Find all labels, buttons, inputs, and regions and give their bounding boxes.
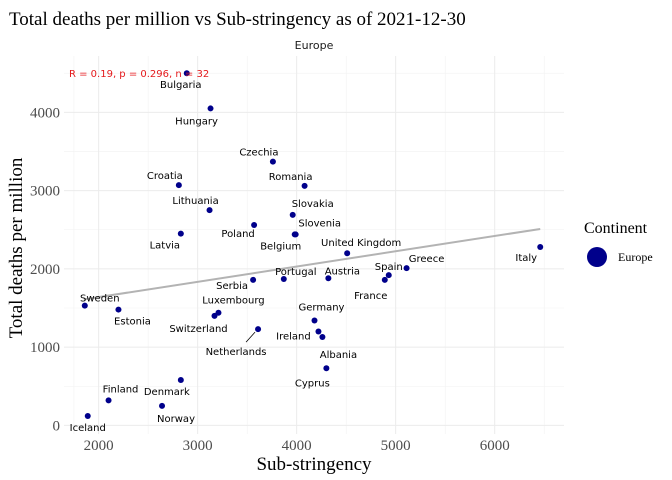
y-tick-label: 3000 xyxy=(30,184,60,200)
point-label: Slovakia xyxy=(292,199,334,210)
point-label: Poland xyxy=(221,229,254,240)
point-label: Romania xyxy=(269,172,313,183)
data-point xyxy=(319,333,326,340)
point-label: Finland xyxy=(103,384,139,395)
point-label: Estonia xyxy=(114,317,151,328)
data-point xyxy=(206,207,213,214)
y-tick-label: 1000 xyxy=(30,340,60,356)
point-labels-layer: Bulgaria Hungary Czechia Croatia Romania Lith… xyxy=(70,80,538,434)
stat-annotation: R = 0.19, p = 0.296, n = 32 xyxy=(69,69,209,80)
point-label: Ireland xyxy=(276,331,311,342)
point-label: Cyprus xyxy=(295,378,330,389)
data-point xyxy=(291,231,298,238)
facet-label: Europe xyxy=(295,39,334,52)
point-label: Denmark xyxy=(144,387,190,398)
point-label: Italy xyxy=(515,253,537,264)
data-point xyxy=(251,222,258,229)
point-label: Latvia xyxy=(150,241,180,252)
point-label: Lithuania xyxy=(172,196,218,207)
y-tick-label: 2000 xyxy=(30,262,60,278)
point-label: Greece xyxy=(409,254,445,265)
x-tick-label: 4000 xyxy=(282,438,312,454)
data-point xyxy=(381,276,388,283)
data-point xyxy=(84,413,91,419)
label-leader-line xyxy=(245,331,256,343)
point-label: Albania xyxy=(320,350,357,361)
x-axis-ticks: 2000 3000 4000 5000 6000 xyxy=(84,438,510,454)
data-point xyxy=(537,243,544,250)
data-point xyxy=(311,317,318,324)
data-point xyxy=(403,265,410,272)
point-label: Iceland xyxy=(70,423,106,434)
data-point xyxy=(385,272,392,279)
point-label: Hungary xyxy=(175,116,218,127)
y-tick-label: 4000 xyxy=(30,105,60,121)
x-tick-label: 5000 xyxy=(381,438,411,454)
legend-label-europe: Europe xyxy=(618,250,653,264)
data-point xyxy=(344,250,351,257)
chart-title: Total deaths per million vs Sub-stringen… xyxy=(9,9,466,30)
x-tick-label: 6000 xyxy=(480,438,510,454)
data-point xyxy=(159,402,166,409)
data-point xyxy=(183,70,190,77)
data-point xyxy=(81,302,88,309)
legend: Continent Europe xyxy=(584,220,653,267)
point-label: Sweden xyxy=(80,294,120,305)
data-point xyxy=(315,328,322,335)
data-point xyxy=(269,158,276,165)
grid xyxy=(64,56,564,434)
legend-key-europe xyxy=(587,247,607,267)
point-label: Bulgaria xyxy=(160,80,201,91)
point-label: France xyxy=(354,291,387,302)
data-point xyxy=(175,182,182,189)
data-point xyxy=(115,306,122,313)
point-label: Czechia xyxy=(239,148,278,159)
y-axis-ticks: 0 1000 2000 3000 4000 xyxy=(30,105,60,434)
data-point xyxy=(250,276,257,283)
y-axis-title: Total deaths per million xyxy=(6,157,27,338)
x-tick-label: 3000 xyxy=(183,438,213,454)
point-label: Netherlands xyxy=(206,347,267,358)
legend-title: Continent xyxy=(584,220,648,237)
data-point xyxy=(211,312,218,319)
points-layer xyxy=(81,70,544,419)
point-label: Luxembourg xyxy=(202,296,264,307)
data-point xyxy=(325,275,332,282)
x-axis-title: Sub-stringency xyxy=(256,454,372,475)
data-point xyxy=(177,377,184,383)
point-label: Serbia xyxy=(216,281,248,292)
data-point xyxy=(177,230,184,237)
data-point xyxy=(207,105,214,112)
point-label: Spain xyxy=(375,262,403,273)
point-label: Switzerland xyxy=(169,324,227,335)
point-label: United Kingdom xyxy=(321,238,401,249)
point-label: Austria xyxy=(325,266,360,277)
point-label: Norway xyxy=(157,414,195,425)
point-label: Germany xyxy=(299,303,345,314)
data-point xyxy=(255,326,262,333)
x-tick-label: 2000 xyxy=(84,438,114,454)
data-point xyxy=(105,397,112,404)
trend-line xyxy=(83,227,541,301)
data-point xyxy=(280,276,287,283)
y-tick-label: 0 xyxy=(53,418,61,434)
data-point xyxy=(323,365,330,372)
data-point xyxy=(301,182,308,189)
point-label: Slovenia xyxy=(298,218,341,229)
data-point xyxy=(289,211,296,218)
point-label: Belgium xyxy=(260,241,301,252)
point-label: Portugal xyxy=(275,267,316,278)
point-label: Croatia xyxy=(147,171,183,182)
